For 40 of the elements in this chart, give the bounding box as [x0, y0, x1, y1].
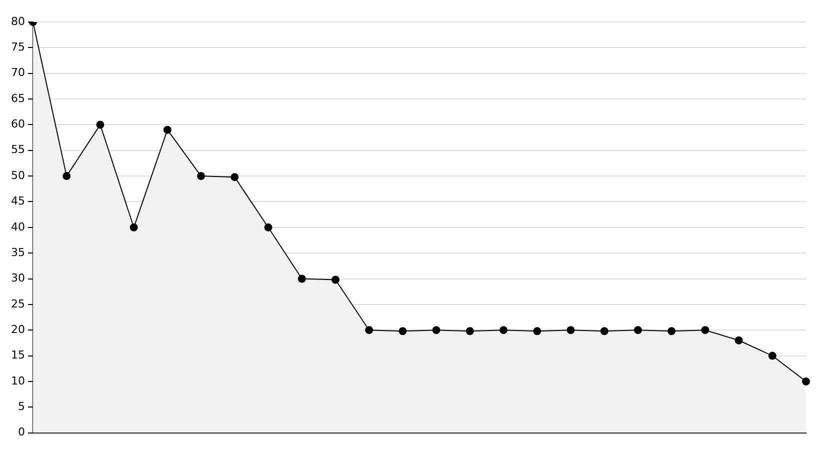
y-tick-label: 30: [10, 272, 25, 285]
point: [264, 223, 272, 232]
point: [365, 326, 374, 334]
y-tick-label: 70: [10, 66, 25, 80]
point: [566, 326, 575, 334]
y-tick-label: 45: [10, 194, 25, 208]
point: [600, 327, 608, 336]
point: [398, 327, 407, 336]
point: [802, 377, 810, 386]
y-tick-label: 35: [10, 246, 25, 259]
point: [533, 327, 542, 336]
point: [130, 223, 138, 232]
point: [668, 327, 676, 336]
y-tick-label: 75: [10, 40, 25, 54]
y-tick-label: 25: [10, 297, 25, 310]
point: [768, 352, 776, 360]
point: [230, 173, 239, 182]
point: [432, 326, 440, 334]
point: [331, 276, 340, 284]
point: [298, 274, 306, 283]
y-tick-label: 40: [10, 220, 25, 234]
y-tick-label: 0: [18, 426, 25, 439]
y-tick-label: 5: [18, 400, 25, 413]
point: [197, 172, 206, 180]
y-tick-label: 65: [10, 92, 25, 105]
y-tick-label: 80: [10, 14, 25, 28]
y-tick-label: 20: [10, 322, 25, 336]
y-tick-label: 60: [10, 118, 25, 131]
point: [734, 336, 743, 344]
point: [62, 172, 71, 180]
y-tick-label: 50: [10, 168, 25, 182]
point: [96, 120, 104, 129]
point: [701, 326, 710, 334]
point: [163, 126, 172, 134]
point: [634, 326, 642, 334]
point: [500, 326, 508, 334]
y-tick-label: 55: [10, 143, 25, 156]
y-tick-label: 15: [10, 348, 25, 362]
point: [466, 327, 474, 336]
y-tick-label: 10: [10, 374, 25, 388]
